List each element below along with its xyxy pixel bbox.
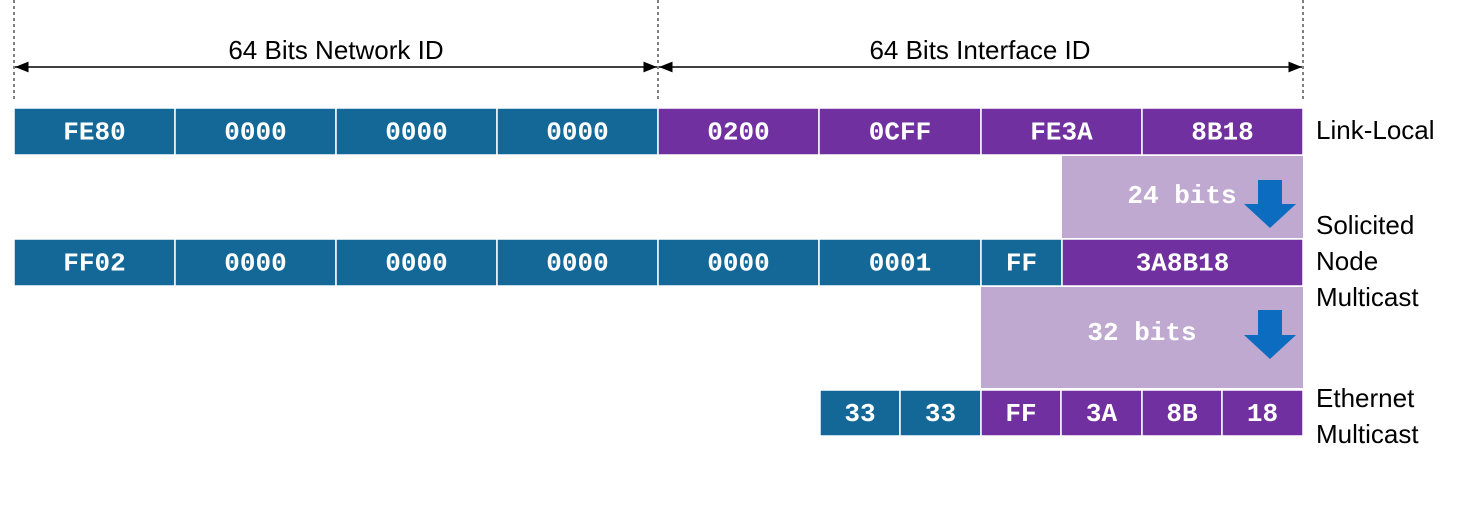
row-label: Multicast [1316, 282, 1419, 312]
cell-text: FE3A [1030, 117, 1093, 147]
address-cell [1141, 389, 1223, 437]
cell-text: 33 [844, 399, 875, 429]
cell-text: 0000 [707, 248, 769, 278]
cell-text: 0CFF [869, 117, 931, 147]
address-cell [1060, 389, 1143, 437]
address-cell [1141, 107, 1304, 156]
row-label: Node [1316, 246, 1378, 276]
address-cell [818, 107, 982, 156]
cell-text: FF02 [63, 248, 125, 278]
address-cell [819, 389, 901, 437]
address-cell [335, 238, 498, 287]
cell-text: 0000 [546, 117, 608, 147]
cell-text: 0000 [546, 248, 608, 278]
cell-text: 33 [925, 399, 956, 429]
cell-text: 8B18 [1191, 117, 1253, 147]
address-cell [980, 389, 1062, 437]
address-cell [657, 238, 820, 287]
cell-text: 3A8B18 [1136, 248, 1230, 278]
cell-text: FE80 [63, 117, 125, 147]
address-cell [899, 389, 982, 437]
address-cell [496, 107, 659, 156]
cell-text: 3A [1086, 399, 1118, 429]
address-cell [1221, 389, 1304, 437]
address-cell [657, 107, 820, 156]
address-cell [13, 107, 176, 156]
cell-text: 8B [1166, 399, 1198, 429]
address-cell [818, 238, 982, 287]
row-label: Solicited [1316, 210, 1414, 240]
bits-label: 32 bits [1087, 318, 1196, 348]
row-label: Multicast [1316, 419, 1419, 449]
address-cell [980, 238, 1063, 287]
dividers [13, 0, 1304, 100]
down-arrow [1244, 180, 1296, 228]
header-label: 64 Bits Network ID [228, 35, 443, 65]
cell-text: 0000 [224, 248, 286, 278]
address-cell [496, 238, 659, 287]
cell-text: 18 [1247, 399, 1278, 429]
cell-text: 0000 [385, 117, 447, 147]
address-cell [13, 238, 176, 287]
cell-text: 0000 [224, 117, 286, 147]
header-label: 64 Bits Interface ID [869, 35, 1090, 65]
down-arrow [1244, 310, 1296, 359]
cell-text: 0000 [385, 248, 447, 278]
cell-text: FF [1005, 399, 1036, 429]
cell-text: FF [1006, 248, 1037, 278]
row-label: Ethernet [1316, 383, 1415, 413]
address-cell [174, 238, 337, 287]
cell-text: 0200 [707, 117, 769, 147]
cell-text: 0001 [869, 248, 931, 278]
row-label: Link-Local [1316, 115, 1435, 145]
address-cell [1061, 238, 1304, 287]
address-cell [174, 107, 337, 156]
address-cell [980, 107, 1143, 156]
bits-label: 24 bits [1127, 181, 1236, 211]
